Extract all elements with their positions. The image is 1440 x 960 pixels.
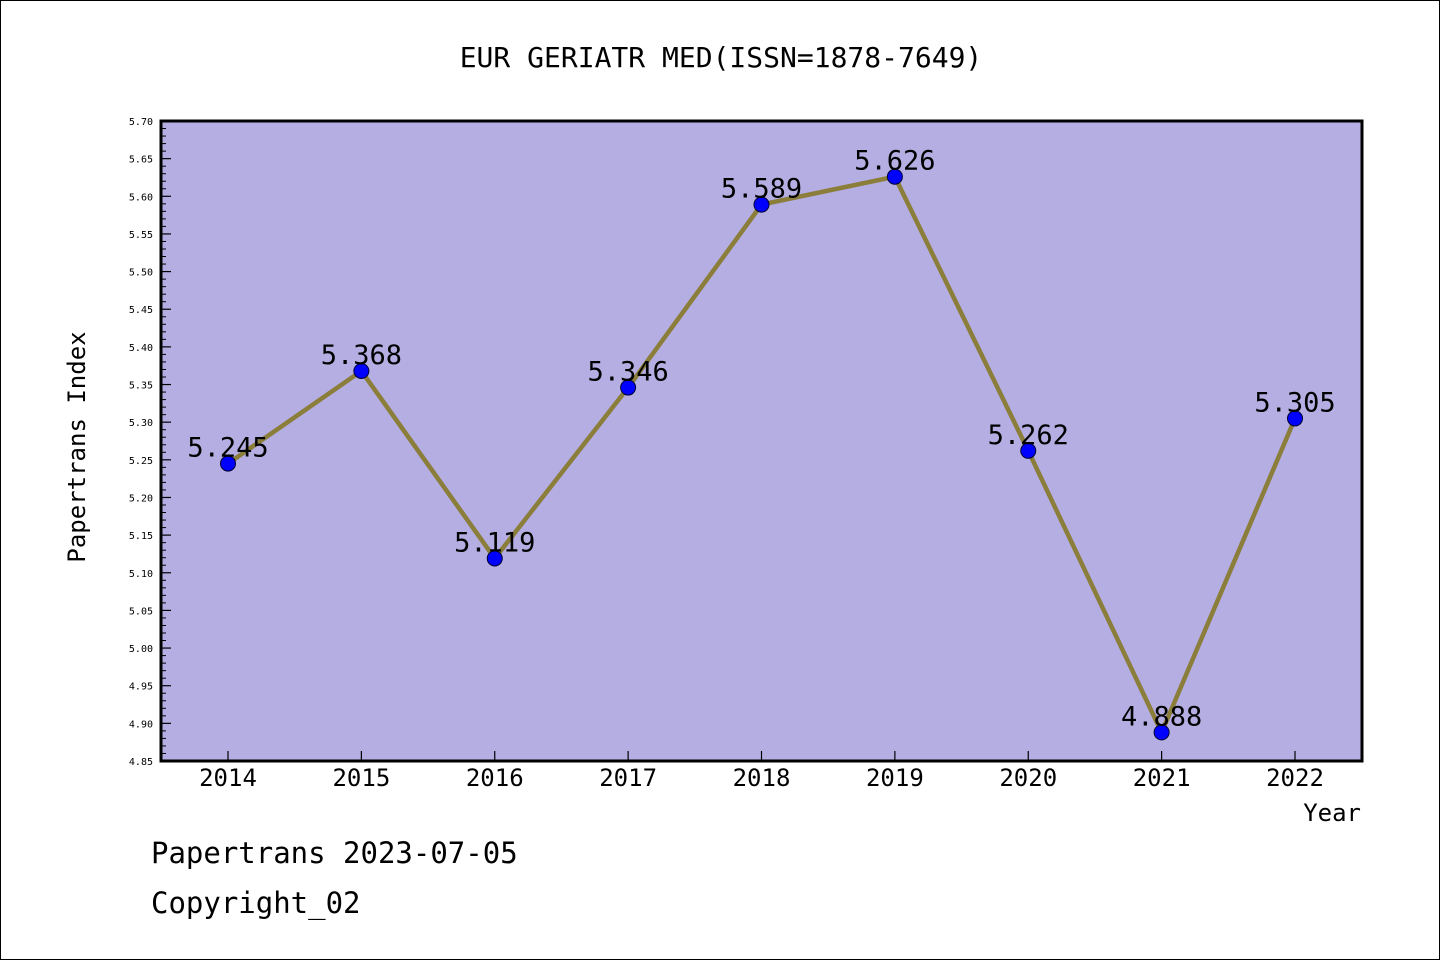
data-label: 5.119 <box>454 527 535 558</box>
data-point <box>353 362 370 379</box>
y-tick-label: 4.85 <box>129 757 153 768</box>
y-tick-label: 5.15 <box>129 531 153 542</box>
copyright-text: Copyright_02 <box>151 886 361 920</box>
y-axis-label: Papertrans Index <box>63 331 91 562</box>
x-tick-label: 2015 <box>332 764 390 792</box>
y-tick-label: 4.90 <box>129 719 153 730</box>
x-axis-label: Year <box>1303 799 1361 827</box>
y-tick-label: 5.70 <box>129 117 153 128</box>
data-label: 4.888 <box>1121 701 1202 732</box>
y-tick-label: 5.40 <box>129 343 153 354</box>
data-point <box>220 455 236 472</box>
y-tick-label: 5.25 <box>129 456 153 467</box>
plot-area <box>159 119 1364 763</box>
y-tick-label: 5.55 <box>129 230 153 241</box>
x-tick-label: 2022 <box>1266 764 1324 792</box>
x-tick-label: 2016 <box>466 764 524 792</box>
data-label: 5.626 <box>854 146 935 177</box>
data-point <box>1287 410 1303 427</box>
x-tick-label: 2019 <box>866 764 924 792</box>
data-label: 5.262 <box>988 420 1069 451</box>
x-axis: 2014 2015 2016 2017 2018 2019 2020 2021 2022 <box>199 751 1324 792</box>
x-tick-label: 2020 <box>999 764 1057 792</box>
y-tick-label: 5.00 <box>129 644 153 655</box>
x-tick-label: 2014 <box>199 764 257 792</box>
y-tick-label: 5.60 <box>129 192 153 203</box>
y-tick-label: 5.50 <box>129 268 153 279</box>
data-point <box>1153 724 1170 741</box>
data-label-layer: 5.245 5.368 5.119 5.346 5.589 5.626 5.262 4.888… <box>187 146 1335 733</box>
y-tick-label: 4.95 <box>129 682 153 693</box>
series-layer <box>220 168 1303 741</box>
y-tick-label: 5.10 <box>129 569 153 580</box>
chart-title: EUR GERIATR MED(ISSN=1878-7649) <box>460 41 983 74</box>
data-label: 5.368 <box>321 340 402 371</box>
x-tick-label: 2021 <box>1133 764 1191 792</box>
x-tick-label: 2018 <box>733 764 791 792</box>
data-point <box>486 550 503 567</box>
y-tick-label: 5.45 <box>129 305 153 316</box>
y-tick-label: 5.05 <box>129 606 153 617</box>
y-tick-label: 5.30 <box>129 418 153 429</box>
data-label: 5.346 <box>587 357 668 388</box>
y-axis: 4.85 4.90 4.95 5.00 5.05 5.10 5.15 5.20 5.25 5.30… <box>129 117 171 768</box>
y-tick-label: 5.65 <box>129 155 153 166</box>
source-date-text: Papertrans 2023-07-05 <box>151 836 518 870</box>
y-tick-label: 5.20 <box>129 493 153 504</box>
y-tick-label: 5.35 <box>129 381 153 392</box>
data-point <box>886 168 903 185</box>
data-point <box>753 196 770 213</box>
data-point <box>1020 442 1037 459</box>
data-label: 5.245 <box>187 433 268 464</box>
data-point <box>620 379 637 396</box>
x-tick-label: 2017 <box>599 764 657 792</box>
data-label: 5.305 <box>1254 387 1335 418</box>
data-label: 5.589 <box>721 174 802 205</box>
